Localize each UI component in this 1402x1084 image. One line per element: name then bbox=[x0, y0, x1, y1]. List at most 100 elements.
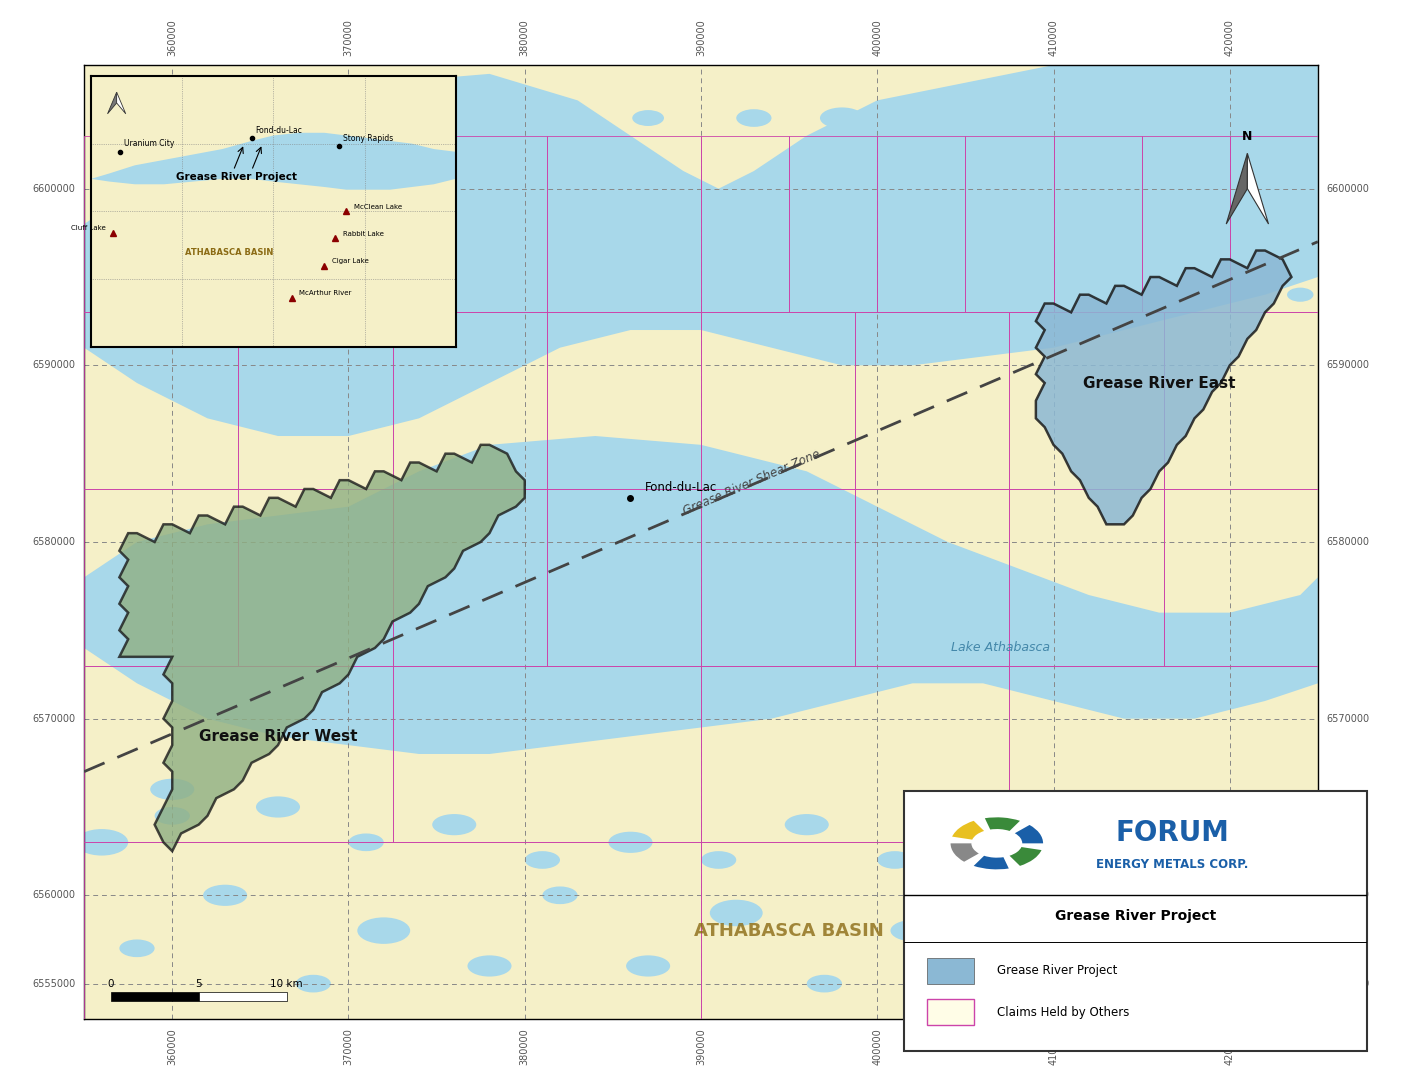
Text: ATHABASCA BASIN: ATHABASCA BASIN bbox=[694, 921, 885, 940]
Bar bbox=[547, 136, 701, 312]
Text: 6555000: 6555000 bbox=[32, 979, 76, 989]
Text: 6600000: 6600000 bbox=[1326, 183, 1370, 194]
Bar bbox=[238, 312, 393, 489]
Ellipse shape bbox=[1089, 109, 1124, 127]
Ellipse shape bbox=[241, 197, 280, 216]
Bar bbox=[238, 136, 393, 312]
Text: 6600000: 6600000 bbox=[32, 183, 76, 194]
Ellipse shape bbox=[349, 834, 384, 851]
Text: 380000: 380000 bbox=[520, 20, 530, 56]
Text: FORUM: FORUM bbox=[1116, 818, 1230, 847]
Ellipse shape bbox=[709, 900, 763, 926]
Ellipse shape bbox=[820, 107, 864, 129]
Bar bbox=[1164, 312, 1318, 489]
Bar bbox=[966, 136, 1053, 312]
Bar bbox=[393, 489, 547, 666]
Wedge shape bbox=[984, 817, 1021, 831]
Ellipse shape bbox=[806, 975, 843, 993]
Ellipse shape bbox=[998, 126, 1037, 145]
Ellipse shape bbox=[1137, 831, 1182, 853]
Bar bbox=[1009, 312, 1164, 489]
Ellipse shape bbox=[913, 101, 948, 118]
Ellipse shape bbox=[327, 284, 370, 306]
Ellipse shape bbox=[632, 111, 665, 126]
Ellipse shape bbox=[960, 814, 1005, 836]
Bar bbox=[393, 312, 547, 489]
Text: 6560000: 6560000 bbox=[32, 890, 76, 901]
Text: Grease River West: Grease River West bbox=[199, 728, 358, 744]
Wedge shape bbox=[951, 843, 979, 862]
Text: Rabbit Lake: Rabbit Lake bbox=[342, 231, 384, 236]
Ellipse shape bbox=[119, 127, 154, 144]
Text: 410000: 410000 bbox=[1049, 20, 1059, 56]
Polygon shape bbox=[91, 132, 456, 190]
Ellipse shape bbox=[119, 940, 154, 957]
Ellipse shape bbox=[785, 814, 829, 836]
Text: 370000: 370000 bbox=[343, 1028, 353, 1064]
Ellipse shape bbox=[432, 814, 477, 836]
Ellipse shape bbox=[1230, 868, 1265, 887]
Text: Lake Athabasca: Lake Athabasca bbox=[951, 642, 1050, 655]
Polygon shape bbox=[116, 92, 126, 114]
Ellipse shape bbox=[608, 831, 652, 853]
Bar bbox=[1009, 666, 1318, 842]
Polygon shape bbox=[108, 92, 116, 114]
Text: Cigar Lake: Cigar Lake bbox=[332, 258, 369, 263]
Bar bbox=[1141, 136, 1230, 312]
Text: Grease River Project: Grease River Project bbox=[177, 171, 297, 181]
Text: 0: 0 bbox=[108, 979, 114, 989]
Ellipse shape bbox=[543, 127, 578, 144]
Text: Cluff Lake: Cluff Lake bbox=[72, 225, 105, 231]
Ellipse shape bbox=[1053, 851, 1089, 868]
Bar bbox=[84, 842, 701, 1019]
Ellipse shape bbox=[257, 797, 300, 817]
Ellipse shape bbox=[278, 109, 313, 127]
Ellipse shape bbox=[467, 955, 512, 977]
Bar bbox=[393, 136, 547, 312]
Text: 5: 5 bbox=[195, 979, 202, 989]
Bar bbox=[547, 312, 701, 489]
Bar bbox=[84, 312, 238, 489]
Bar bbox=[547, 489, 701, 666]
Text: Fond-du-Lac: Fond-du-Lac bbox=[645, 481, 716, 494]
Bar bbox=[701, 489, 855, 666]
Text: 6570000: 6570000 bbox=[32, 713, 76, 724]
Ellipse shape bbox=[627, 955, 670, 977]
Bar bbox=[855, 312, 1009, 489]
Ellipse shape bbox=[1244, 107, 1287, 129]
Text: ENERGY METALS CORP.: ENERGY METALS CORP. bbox=[1096, 857, 1249, 870]
Bar bbox=[84, 136, 238, 312]
Text: 10 km: 10 km bbox=[271, 979, 303, 989]
Text: Uranium City: Uranium City bbox=[123, 140, 174, 149]
Text: 360000: 360000 bbox=[167, 20, 177, 56]
Text: 410000: 410000 bbox=[1049, 1028, 1059, 1064]
Polygon shape bbox=[1248, 153, 1269, 224]
Bar bbox=[1230, 136, 1318, 312]
Ellipse shape bbox=[154, 806, 189, 825]
Ellipse shape bbox=[1228, 196, 1267, 216]
Ellipse shape bbox=[1067, 902, 1110, 924]
Text: 400000: 400000 bbox=[872, 20, 882, 56]
Polygon shape bbox=[1227, 153, 1248, 224]
Polygon shape bbox=[84, 65, 1318, 436]
Ellipse shape bbox=[949, 181, 981, 196]
Ellipse shape bbox=[370, 164, 397, 178]
Bar bbox=[238, 489, 393, 666]
Bar bbox=[1053, 136, 1141, 312]
Bar bbox=[111, 993, 199, 1002]
Text: 6555000: 6555000 bbox=[1326, 979, 1370, 989]
Bar bbox=[84, 489, 238, 666]
Text: 420000: 420000 bbox=[1225, 1028, 1235, 1064]
Bar bbox=[878, 136, 966, 312]
Ellipse shape bbox=[470, 108, 509, 128]
Bar bbox=[928, 999, 974, 1025]
Bar bbox=[84, 666, 393, 842]
Text: Grease River East: Grease River East bbox=[1082, 375, 1235, 390]
Ellipse shape bbox=[701, 851, 736, 868]
Ellipse shape bbox=[358, 917, 411, 944]
Ellipse shape bbox=[1179, 128, 1210, 144]
Wedge shape bbox=[1015, 825, 1043, 843]
Text: Grease River Project: Grease River Project bbox=[997, 965, 1117, 978]
Ellipse shape bbox=[203, 885, 247, 906]
Ellipse shape bbox=[296, 975, 331, 993]
